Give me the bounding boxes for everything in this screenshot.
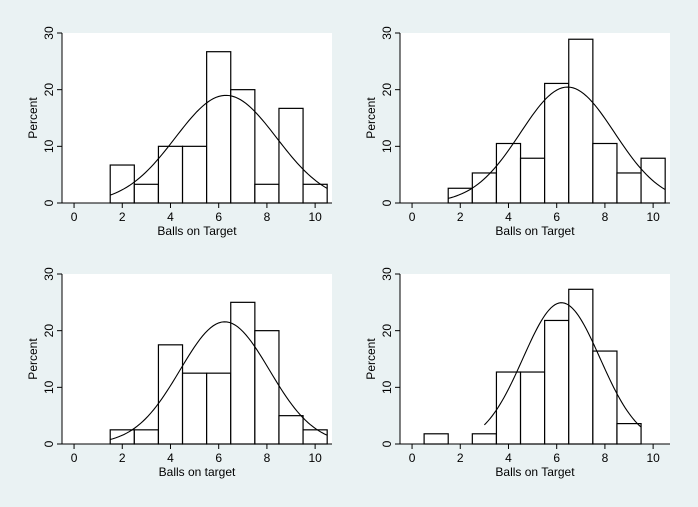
histogram-bar: [230, 89, 256, 204]
histogram-bar: [109, 429, 135, 445]
x-tick-label: 2: [457, 210, 464, 224]
x-tick-label: 4: [505, 210, 512, 224]
y-tick-label: 10: [42, 380, 56, 394]
histogram-bar: [495, 371, 522, 445]
x-tick-label: 8: [602, 451, 609, 465]
histogram-bar: [616, 172, 642, 204]
histogram-bar: [206, 51, 232, 204]
y-tick-label: 10: [380, 139, 394, 153]
y-axis-title: Percent: [364, 338, 378, 380]
x-tick-label: 6: [553, 451, 560, 465]
histogram-bar: [471, 433, 498, 445]
histogram-bar: [302, 183, 328, 204]
histogram-bar: [592, 350, 618, 445]
x-tick-label: 0: [409, 210, 416, 224]
y-tick-label: 10: [42, 139, 56, 153]
normal-density-curve: [110, 321, 328, 441]
histogram-bar: [495, 142, 522, 204]
x-tick-label: 2: [119, 451, 126, 465]
histogram-bar: [302, 429, 328, 445]
x-tick-label: 10: [646, 210, 660, 224]
x-tick-label: 4: [167, 210, 174, 224]
y-tick-label: 0: [42, 199, 56, 206]
histogram-panel-4: 0 10 20 30 0 2 4 6 8 10 Balls on Target Percent: [364, 267, 670, 479]
x-tick-label: 10: [646, 451, 660, 465]
histogram-bar: [568, 288, 594, 445]
y-tick-label: 30: [42, 267, 56, 281]
histogram-bar: [423, 433, 449, 445]
histogram-bar: [181, 372, 208, 445]
x-axis-title: Balls on Target: [495, 224, 575, 238]
x-tick-label: 0: [71, 451, 78, 465]
histogram-bar: [278, 415, 304, 445]
normal-density-curve: [483, 302, 642, 428]
x-tick-label: 8: [602, 210, 609, 224]
x-tick-label: 8: [264, 210, 271, 224]
histogram-bar: [181, 145, 208, 204]
histogram-bar: [133, 183, 160, 204]
x-axis-title: Balls on Target: [495, 465, 575, 479]
histogram-panel-1: 0 10 20 30 0 2 4 6 8 10 Balls on Target Percent: [26, 26, 332, 238]
y-tick-label: 20: [380, 83, 394, 97]
x-tick-label: 2: [119, 210, 126, 224]
y-tick-label: 0: [380, 440, 394, 447]
x-tick-label: 6: [553, 210, 560, 224]
y-tick-label: 20: [42, 83, 56, 97]
histogram-bar: [519, 371, 546, 445]
y-axis-title: Percent: [364, 97, 378, 139]
y-tick-label: 30: [380, 26, 394, 40]
x-tick-label: 10: [308, 210, 322, 224]
x-tick-label: 4: [167, 451, 174, 465]
y-tick-label: 0: [42, 440, 56, 447]
y-tick-label: 10: [380, 380, 394, 394]
x-tick-label: 6: [215, 451, 222, 465]
x-tick-label: 6: [215, 210, 222, 224]
histogram-bar: [471, 172, 498, 204]
y-tick-label: 0: [380, 199, 394, 206]
x-axis-title: Balls on Target: [157, 224, 237, 238]
normal-density-curve: [110, 94, 328, 196]
histogram-bar: [109, 164, 135, 204]
x-tick-label: 0: [71, 210, 78, 224]
y-tick-label: 20: [42, 324, 56, 338]
y-axis-title: Percent: [26, 97, 40, 139]
histogram-bar: [133, 429, 160, 445]
histogram-bar: [519, 157, 546, 204]
histogram-bar: [254, 330, 280, 445]
x-tick-label: 0: [409, 451, 416, 465]
histogram-bar: [568, 38, 594, 204]
x-axis-title: Balls on target: [159, 465, 236, 479]
histogram-panel-3: 0 10 20 30 0 2 4 6 8 10 Balls on target Percent: [26, 267, 332, 479]
x-tick-label: 2: [457, 451, 464, 465]
y-axis-title: Percent: [26, 338, 40, 380]
histogram-panel-2: 0 10 20 30 0 2 4 6 8 10 Balls on Target Percent: [364, 26, 670, 238]
histogram-bar: [230, 301, 256, 445]
x-tick-label: 4: [505, 451, 512, 465]
histogram-bar: [157, 145, 184, 204]
y-tick-label: 30: [42, 26, 56, 40]
y-tick-label: 20: [380, 324, 394, 338]
histogram-bar: [592, 142, 618, 204]
histogram-bar: [544, 82, 570, 204]
histogram-bar: [254, 183, 280, 204]
x-tick-label: 8: [264, 451, 271, 465]
y-tick-label: 30: [380, 267, 394, 281]
normal-density-curve: [448, 86, 666, 199]
histogram-bar: [544, 319, 570, 445]
histogram-bar: [206, 372, 232, 445]
x-tick-label: 10: [308, 451, 322, 465]
histogram-bar: [157, 344, 184, 445]
histogram-bar: [616, 423, 642, 445]
